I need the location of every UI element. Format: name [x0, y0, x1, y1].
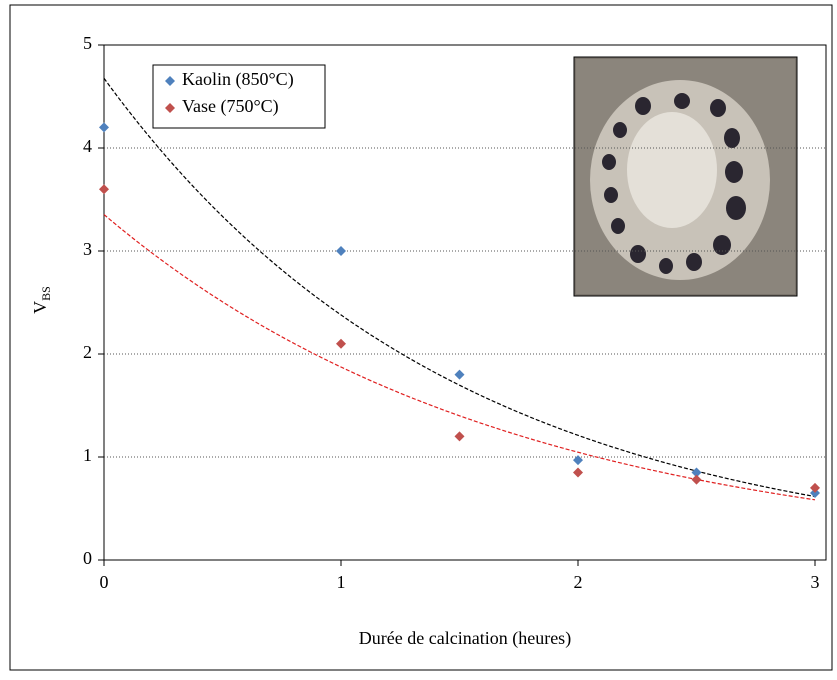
data-point	[573, 455, 583, 466]
x-tick-label: 2	[574, 572, 583, 592]
legend-marker	[165, 103, 175, 113]
data-point	[336, 338, 346, 349]
y-tick-label: 4	[83, 136, 92, 156]
data-point	[336, 246, 346, 256]
data-point	[810, 482, 820, 493]
y-tick-label: 3	[83, 239, 92, 259]
inset-photo	[573, 56, 798, 297]
x-tick-label: 1	[337, 572, 346, 592]
legend	[152, 64, 326, 129]
data-point	[691, 474, 702, 485]
y-axis-label-sub: BS	[39, 286, 53, 301]
x-tick-label: 0	[100, 572, 109, 592]
x-tick-label: 3	[811, 572, 820, 592]
data-point	[454, 431, 465, 442]
legend-label: Kaolin (850°C)	[182, 69, 294, 90]
data-point	[454, 369, 465, 380]
data-point	[99, 184, 109, 195]
y-tick-label: 1	[83, 445, 92, 465]
data-point	[573, 467, 583, 478]
plot-frame	[103, 44, 827, 561]
data-point	[691, 467, 702, 478]
data-point	[99, 122, 109, 133]
y-tick-label: 2	[83, 342, 92, 362]
data-point	[810, 488, 820, 499]
y-tick-label: 5	[83, 33, 92, 53]
y-tick-label: 0	[83, 548, 92, 568]
legend-label: Vase (750°C)	[182, 96, 279, 117]
y-axis-label-main: V	[30, 301, 50, 314]
x-axis-label: Durée de calcination (heures)	[359, 628, 571, 649]
legend-marker	[165, 76, 175, 86]
y-axis-label: VBS	[30, 286, 53, 314]
